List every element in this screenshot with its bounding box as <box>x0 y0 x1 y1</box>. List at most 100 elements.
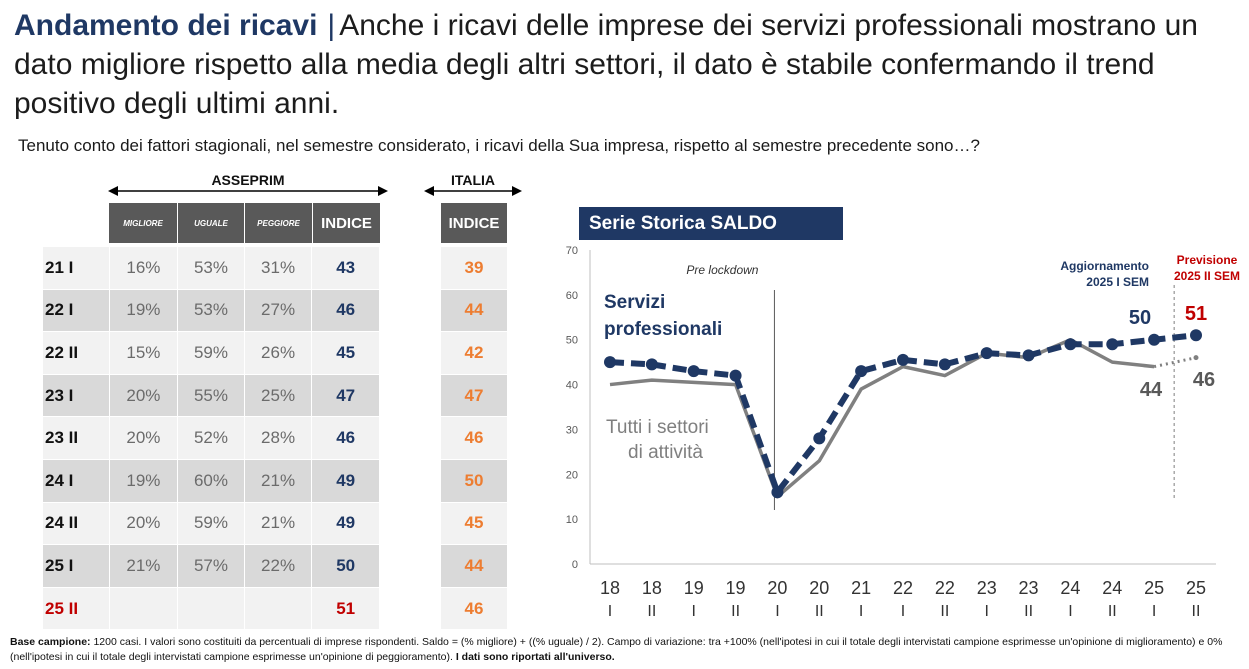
cell-indice: 49 <box>311 458 380 503</box>
cell-peggiore: 27% <box>243 288 313 333</box>
asseprim-table: 21 I 16% 53% 31% 43 22 I 19% 53% 27% 46 22 II 15% 59… <box>42 246 380 631</box>
headline-separator: | <box>327 9 336 42</box>
cell-indice-italia: 46 <box>440 586 508 631</box>
x-tick-label-sem: I <box>691 603 695 620</box>
footnote-bold-end: I dati sono riportati all'universo. <box>455 651 615 663</box>
header-indice: INDICE <box>313 203 380 243</box>
cell-indice: 51 <box>311 586 380 631</box>
footnote: Base campione: 1200 casi. I valori sono … <box>10 635 1240 665</box>
cell-peggiore: 26% <box>243 331 313 375</box>
row-label: 25 I <box>42 544 110 588</box>
data-label-servizi-25I: 50 <box>1129 307 1151 329</box>
table-row: 42 <box>440 331 508 375</box>
aggiornamento-label-line2: 2025 I SEM <box>1086 275 1149 289</box>
table-row: 47 <box>440 373 508 418</box>
asseprim-arrow <box>108 186 388 196</box>
table-row: 23 II 20% 52% 28% 46 <box>42 416 380 460</box>
cell-indice-italia: 44 <box>440 544 508 588</box>
x-tick-label-sem: I <box>984 603 988 620</box>
cell-uguale: 53% <box>177 288 245 333</box>
data-point-servizi <box>687 365 700 378</box>
x-tick-label-sem: II <box>1192 603 1201 620</box>
previsione-label-line1: Previsione <box>1177 253 1238 267</box>
data-point-servizi <box>1022 349 1035 362</box>
cell-indice: 50 <box>311 544 380 588</box>
cell-migliore: 20% <box>108 501 179 546</box>
previsione-label-line2: 2025 II SEM <box>1174 269 1240 283</box>
cell-indice-italia: 42 <box>440 331 508 375</box>
table-row: 25 II 51 <box>42 586 380 631</box>
table-row: 24 I 19% 60% 21% 49 <box>42 458 380 503</box>
italia-label: ITALIA <box>424 172 522 188</box>
cell-migliore: 16% <box>108 246 179 290</box>
x-tick-label-year: 25 <box>1186 578 1206 598</box>
cell-indice: 46 <box>311 416 380 460</box>
row-label: 22 II <box>42 331 110 375</box>
data-point-tutti-settori <box>1193 355 1199 361</box>
y-tick-label: 70 <box>566 245 578 257</box>
x-tick-label-sem: II <box>940 603 949 620</box>
legend-tutti-line1: Tutti i settori <box>606 417 709 438</box>
cell-uguale: 59% <box>177 501 245 546</box>
table-row: 23 I 20% 55% 25% 47 <box>42 373 380 418</box>
italia-table: 39 44 42 47 46 50 45 44 46 <box>440 246 508 631</box>
x-tick-label-year: 21 <box>851 578 871 598</box>
header-peggiore: PEGGIORE <box>245 203 312 243</box>
data-point-servizi <box>729 369 742 382</box>
x-tick-label-sem: I <box>1068 603 1072 620</box>
table-row: 44 <box>440 288 508 333</box>
cell-peggiore: 21% <box>243 501 313 546</box>
table-row: 44 <box>440 544 508 588</box>
x-tick-label-year: 22 <box>935 578 955 598</box>
cell-peggiore: 25% <box>243 373 313 418</box>
series-forecast-tutti-settori <box>1153 356 1197 369</box>
legend-servizi-line1: Servizi <box>604 292 665 313</box>
cell-migliore: 19% <box>108 458 179 503</box>
cell-uguale: 57% <box>177 544 245 588</box>
data-point-servizi <box>980 347 993 360</box>
x-tick-label-year: 24 <box>1102 578 1122 598</box>
row-label: 25 II <box>42 586 110 631</box>
x-tick-label-sem: I <box>608 603 612 620</box>
cell-migliore: 15% <box>108 331 179 375</box>
cell-peggiore: 31% <box>243 246 313 290</box>
cell-uguale: 53% <box>177 246 245 290</box>
x-tick-label-sem: II <box>731 603 740 620</box>
row-label: 23 I <box>42 373 110 418</box>
cell-indice: 43 <box>311 246 380 290</box>
headline-bold: Andamento dei ricavi <box>14 9 318 42</box>
y-tick-label: 40 <box>566 380 578 392</box>
x-tick-label-year: 18 <box>600 578 620 598</box>
x-tick-label-year: 22 <box>893 578 913 598</box>
y-tick-label: 50 <box>566 335 578 347</box>
cell-indice: 45 <box>311 331 380 375</box>
x-tick-label-year: 23 <box>977 578 997 598</box>
row-label: 24 II <box>42 501 110 546</box>
header-migliore: MIGLIORE <box>109 203 177 243</box>
data-point-servizi <box>1064 338 1077 351</box>
cell-peggiore: 28% <box>243 416 313 460</box>
x-tick-label-year: 20 <box>809 578 829 598</box>
cell-uguale: 55% <box>177 373 245 418</box>
row-label: 21 I <box>42 246 110 290</box>
survey-question: Tenuto conto dei fattori stagionali, nel… <box>18 136 980 155</box>
cell-indice-italia: 45 <box>440 501 508 546</box>
x-tick-label-sem: I <box>901 603 905 620</box>
headline-text: Anche i ricavi delle imprese dei servizi… <box>14 9 1198 120</box>
x-tick-label-year: 19 <box>684 578 704 598</box>
table-row: 24 II 20% 59% 21% 49 <box>42 501 380 546</box>
data-label-servizi-25II: 51 <box>1185 303 1207 325</box>
x-tick-label-year: 18 <box>642 578 662 598</box>
cell-indice-italia: 39 <box>440 246 508 290</box>
x-tick-label-year: 25 <box>1144 578 1164 598</box>
data-point-servizi <box>645 358 658 371</box>
x-tick-label-sem: II <box>815 603 824 620</box>
y-tick-label: 60 <box>566 290 578 302</box>
data-label-tutti-25I: 44 <box>1140 379 1163 401</box>
row-label: 24 I <box>42 458 110 503</box>
cell-indice: 46 <box>311 288 380 333</box>
asseprim-label: ASSEPRIM <box>108 172 388 188</box>
cell-indice-italia: 50 <box>440 458 508 503</box>
x-tick-label-sem: I <box>859 603 863 620</box>
pre-lockdown-label: Pre lockdown <box>686 263 758 277</box>
